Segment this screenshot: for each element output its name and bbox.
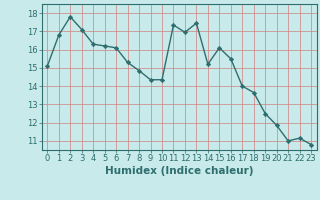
X-axis label: Humidex (Indice chaleur): Humidex (Indice chaleur)	[105, 166, 253, 176]
